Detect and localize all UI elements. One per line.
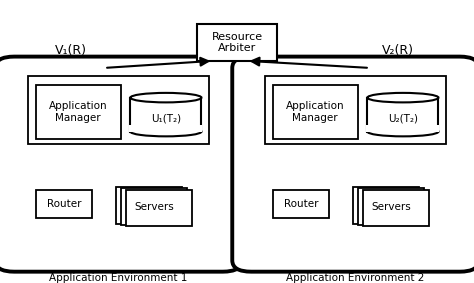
Text: Servers: Servers xyxy=(371,201,411,212)
Text: Application Environment 2: Application Environment 2 xyxy=(286,273,425,283)
Text: Router: Router xyxy=(284,199,318,209)
Text: V₂(R): V₂(R) xyxy=(382,44,414,57)
FancyBboxPatch shape xyxy=(36,190,92,218)
FancyBboxPatch shape xyxy=(126,190,192,226)
FancyBboxPatch shape xyxy=(358,188,424,225)
Ellipse shape xyxy=(367,93,438,102)
Ellipse shape xyxy=(367,127,438,136)
FancyBboxPatch shape xyxy=(116,187,182,224)
FancyBboxPatch shape xyxy=(28,76,209,144)
Text: V₁(R): V₁(R) xyxy=(55,44,87,57)
FancyBboxPatch shape xyxy=(265,76,446,144)
FancyBboxPatch shape xyxy=(366,125,439,132)
Ellipse shape xyxy=(130,127,201,136)
FancyBboxPatch shape xyxy=(36,85,121,139)
Text: U₁(T₂): U₁(T₂) xyxy=(151,114,181,124)
FancyBboxPatch shape xyxy=(367,98,438,132)
Text: Resource
Arbiter: Resource Arbiter xyxy=(211,32,263,53)
Ellipse shape xyxy=(130,93,201,102)
Text: Router: Router xyxy=(47,199,81,209)
Text: Servers: Servers xyxy=(134,201,174,212)
FancyBboxPatch shape xyxy=(273,190,329,218)
Text: U₂(T₂): U₂(T₂) xyxy=(388,114,418,124)
Text: Application
Manager: Application Manager xyxy=(49,101,108,123)
FancyBboxPatch shape xyxy=(363,190,429,226)
FancyBboxPatch shape xyxy=(129,125,202,132)
FancyBboxPatch shape xyxy=(197,24,277,61)
Text: Application
Manager: Application Manager xyxy=(286,101,345,123)
FancyBboxPatch shape xyxy=(353,187,419,224)
FancyBboxPatch shape xyxy=(130,98,201,132)
FancyBboxPatch shape xyxy=(232,57,474,272)
Text: Application Environment 1: Application Environment 1 xyxy=(49,273,188,283)
FancyBboxPatch shape xyxy=(121,188,187,225)
FancyBboxPatch shape xyxy=(273,85,358,139)
FancyBboxPatch shape xyxy=(0,57,242,272)
